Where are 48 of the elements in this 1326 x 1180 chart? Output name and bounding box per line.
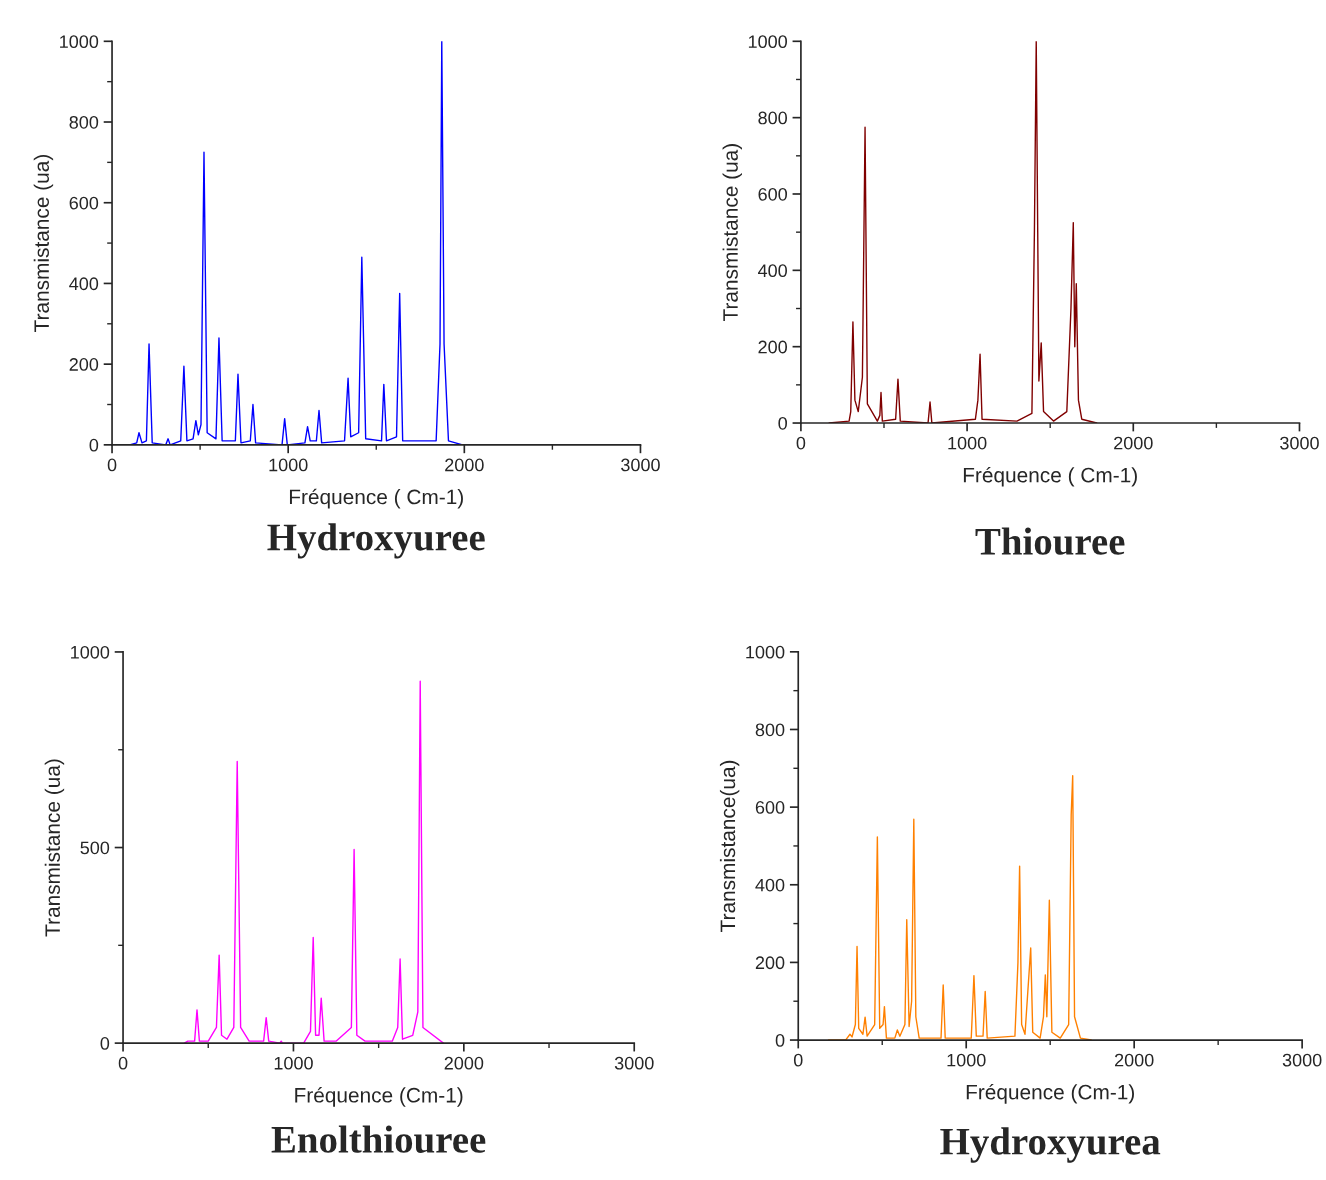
x-tick-label: 2000 (1115, 1053, 1154, 1067)
y-tick-label: 600 (69, 196, 99, 210)
y-tick-label: 600 (758, 187, 788, 201)
text: Thiouree (975, 527, 1125, 555)
x-tick-label: 3000 (621, 458, 660, 472)
line-series (183, 680, 445, 1044)
text: Enolthiouree (271, 1125, 486, 1153)
x-tick-label: 3000 (1282, 1053, 1322, 1067)
x-tick-label: 1000 (947, 1053, 986, 1067)
y-axis-title: Transmistance(ua) (719, 760, 740, 932)
y-axis-title: Transmistance (ua) (44, 759, 65, 937)
x-tick-label: 3000 (614, 1056, 654, 1070)
y-tick-label: 200 (758, 340, 788, 354)
y-tick-label: 400 (755, 878, 785, 892)
x-tick-label: 0 (796, 436, 806, 450)
x-tick-label: 2000 (445, 458, 484, 472)
y-tick-label: 400 (758, 264, 788, 278)
y-tick-label: 0 (100, 1037, 110, 1050)
x-tick-label: 0 (118, 1056, 128, 1070)
y-tick-label: 400 (69, 277, 99, 291)
x-axis-title: Fréquence ( Cm-1) (963, 466, 1137, 487)
y-axis-title: Transmistance (ua) (722, 144, 742, 322)
y-axis-title: Transmistance (ua) (33, 155, 54, 332)
y-tick-label: 800 (69, 115, 99, 129)
x-tick-label: 3000 (1280, 436, 1319, 450)
text: Hydroxyuree (267, 523, 485, 559)
x-tick-label: 1000 (269, 458, 308, 472)
y-tick-label: 0 (775, 1033, 785, 1047)
x-axis-title: Fréquence ( Cm-1) (289, 488, 463, 509)
y-tick-label: 800 (758, 111, 788, 125)
y-tick-label: 0 (778, 416, 787, 430)
x-tick-label: 1000 (948, 436, 987, 450)
y-tick-label: 800 (755, 723, 785, 737)
text: Hydroxyurea (940, 1127, 1161, 1163)
x-tick-label: 2000 (444, 1056, 484, 1070)
x-axis-title: Fréquence (Cm-1) (966, 1083, 1134, 1104)
y-tick-label: 600 (755, 801, 785, 814)
y-tick-label: 1000 (746, 645, 785, 659)
y-tick-label: 1000 (71, 645, 110, 659)
x-axis-title: Fréquence (Cm-1) (295, 1087, 463, 1107)
y-tick-label: 1000 (748, 35, 788, 49)
y-tick-label: 500 (80, 841, 110, 855)
x-tick-label: 2000 (1114, 436, 1153, 450)
y-tick-label: 200 (755, 956, 785, 970)
x-tick-label: 1000 (274, 1056, 313, 1070)
y-tick-label: 1000 (60, 35, 99, 49)
x-tick-label: 0 (793, 1053, 803, 1067)
y-tick-label: 200 (69, 358, 99, 371)
